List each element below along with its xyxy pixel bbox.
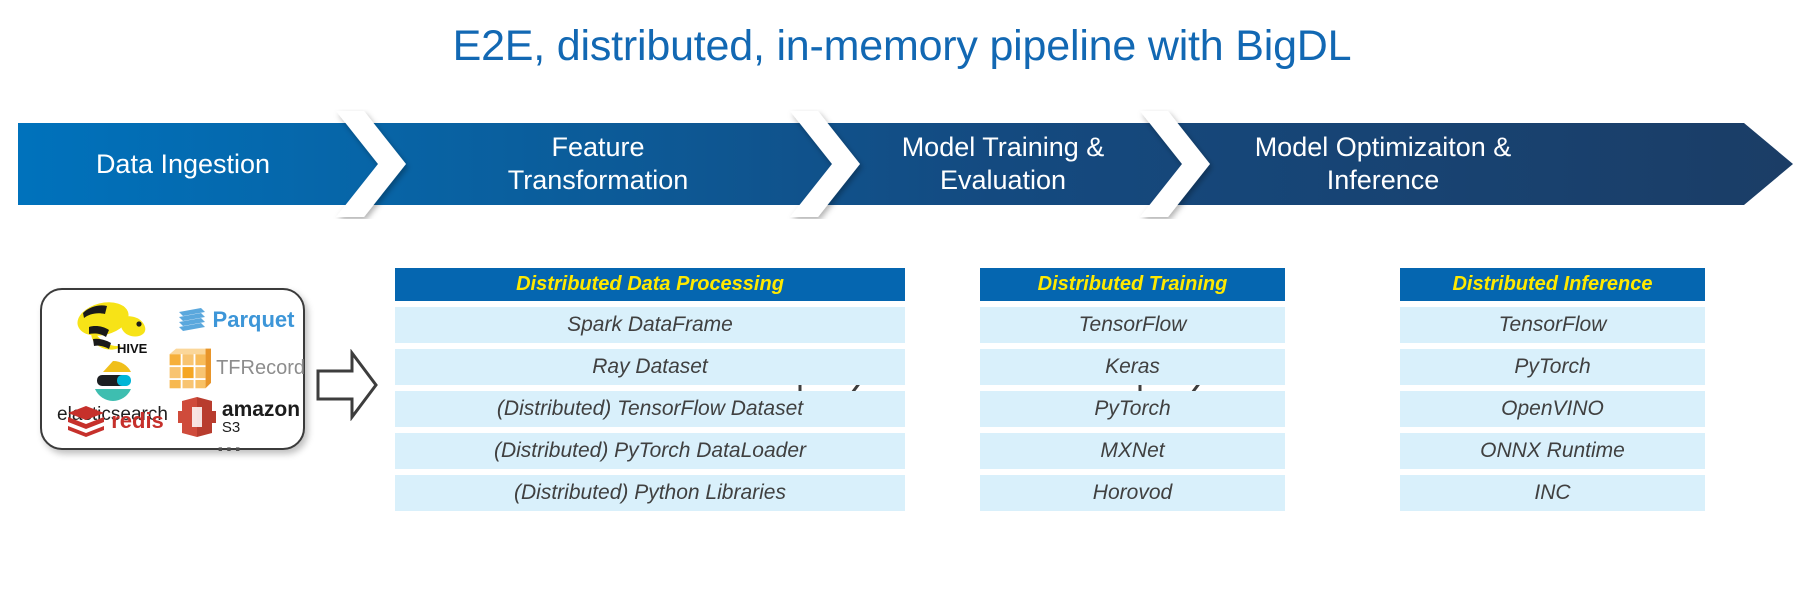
parquet-icon: [178, 308, 205, 331]
table-distributed-training: Distributed Training TensorFlow Keras Py…: [980, 268, 1285, 511]
redis-logo: redis: [50, 400, 180, 442]
table-row[interactable]: (Distributed) Python Libraries: [395, 475, 905, 511]
table-row[interactable]: TensorFlow: [1400, 307, 1705, 343]
data-sources-card: HIVE Parquet elasticsearch: [40, 288, 305, 457]
chevron-separator-2: [790, 111, 860, 217]
amazon-s3-logo: amazon S3: [172, 390, 304, 444]
parquet-logo: Parquet: [167, 300, 302, 340]
table-row[interactable]: Ray Dataset: [395, 349, 905, 385]
table-row[interactable]: OpenVINO: [1400, 391, 1705, 427]
table-distributed-data-processing: Distributed Data Processing Spark DataFr…: [395, 268, 905, 511]
table-header: Distributed Inference: [1400, 268, 1705, 301]
table-row[interactable]: INC: [1400, 475, 1705, 511]
stage-label-model-training-evaluation: Model Training & Evaluation: [863, 131, 1143, 197]
chevron-separator-1: [336, 111, 406, 217]
tfrecord-icon: [169, 348, 212, 389]
table-header: Distributed Training: [980, 268, 1285, 301]
table-header: Distributed Data Processing: [395, 268, 905, 301]
table-row[interactable]: MXNet: [980, 433, 1285, 469]
elasticsearch-icon: [94, 360, 131, 401]
stage-label-line1: Model Optimizaiton &: [1254, 132, 1512, 162]
stage-label-line1: Feature: [551, 132, 645, 162]
stage-label-line2: Inference: [1326, 165, 1440, 195]
stage-label-line2: Transformation: [507, 165, 689, 195]
table-row[interactable]: ONNX Runtime: [1400, 433, 1705, 469]
stage-label-line2: Evaluation: [939, 165, 1067, 195]
sources-ellipsis: ...: [217, 430, 244, 457]
pipeline-banner-shape: [18, 123, 1793, 205]
amazon-s3-logo-subtext: S3: [221, 419, 241, 436]
stage-label-model-optimization-inference: Model Optimizaiton & Inference: [1213, 131, 1553, 197]
table-row[interactable]: (Distributed) TensorFlow Dataset: [395, 391, 905, 427]
parquet-logo-text: Parquet: [212, 307, 295, 332]
redis-icon: [68, 406, 105, 437]
tfrecord-logo-text: TFRecord: [216, 356, 305, 379]
stage-label-feature-transformation: Feature Transformation: [408, 131, 788, 197]
table-row[interactable]: (Distributed) PyTorch DataLoader: [395, 433, 905, 469]
chevron-separator-3: [1140, 111, 1210, 217]
hive-icon: HIVE: [77, 302, 148, 355]
page-title: E2E, distributed, in-memory pipeline wit…: [452, 22, 1352, 70]
table-row[interactable]: TensorFlow: [980, 307, 1285, 343]
hive-logo-text: HIVE: [117, 341, 148, 355]
amazon-s3-logo-text: amazon: [221, 398, 301, 421]
amazon-s3-icon: [177, 397, 216, 437]
table-row[interactable]: PyTorch: [980, 391, 1285, 427]
stage-label-data-ingestion: Data Ingestion: [95, 149, 271, 179]
pipeline-banner: Data Ingestion Feature Transformation Mo…: [18, 111, 1793, 217]
stage-label-line1: Model Training &: [901, 132, 1105, 162]
table-row[interactable]: PyTorch: [1400, 349, 1705, 385]
table-row[interactable]: Spark DataFrame: [395, 307, 905, 343]
table-row[interactable]: Keras: [980, 349, 1285, 385]
tfrecord-logo: TFRecord: [165, 342, 305, 394]
table-row[interactable]: Horovod: [980, 475, 1285, 511]
table-distributed-inference: Distributed Inference TensorFlow PyTorch…: [1400, 268, 1705, 511]
redis-logo-text: redis: [111, 408, 164, 433]
arrow-ingestion-to-transform: [316, 349, 378, 421]
hive-logo: HIVE: [56, 296, 166, 356]
